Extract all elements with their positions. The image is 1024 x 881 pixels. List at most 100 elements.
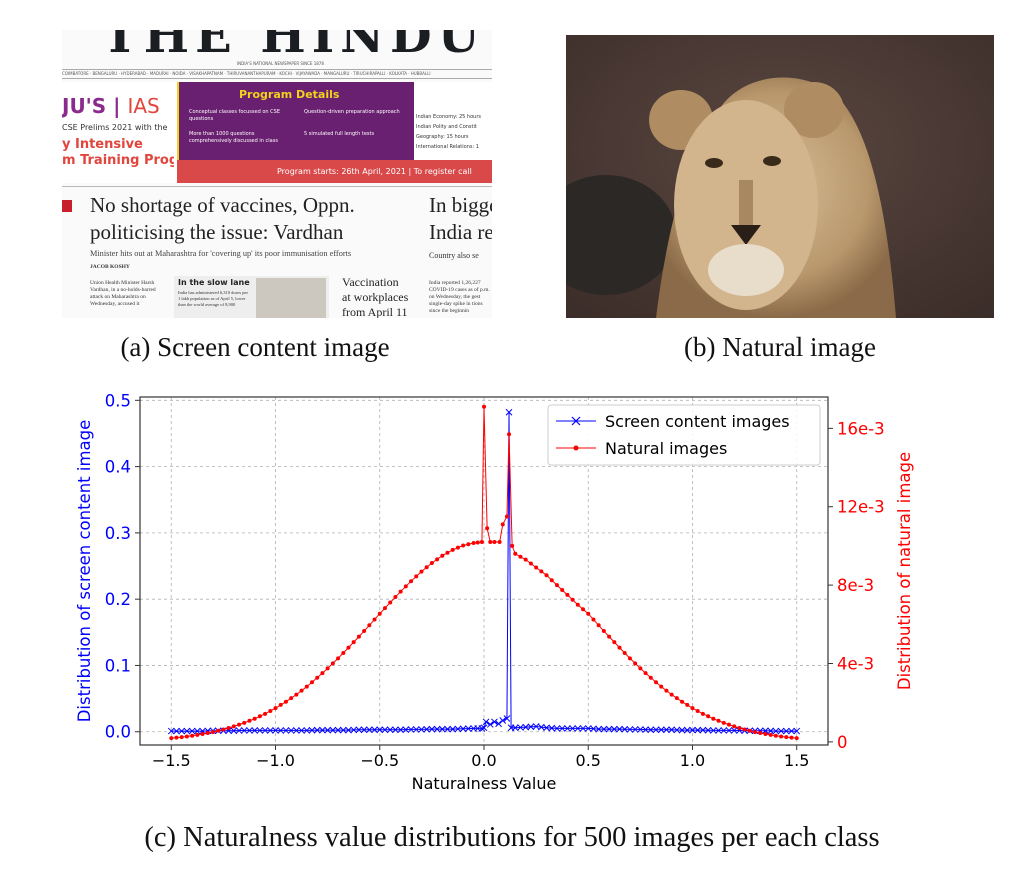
data-point-dot-marker (513, 551, 518, 556)
data-point-dot-marker (184, 734, 189, 739)
data-point-x-marker (663, 726, 670, 734)
data-point-dot-marker (356, 634, 361, 639)
data-point-dot-marker (367, 623, 372, 628)
data-point-dot-marker (591, 617, 596, 622)
data-point-dot-marker (695, 709, 700, 714)
data-point-x-marker (558, 725, 566, 732)
data-point-x-marker (282, 727, 290, 734)
x-tick-label: −1.5 (152, 751, 191, 770)
data-point-dot-marker (565, 592, 570, 597)
data-point-dot-marker (221, 727, 226, 732)
data-point-dot-marker (325, 666, 330, 671)
data-point-dot-marker (336, 656, 341, 661)
data-point-x-marker (673, 726, 681, 734)
data-point-dot-marker (315, 675, 320, 680)
series-line (171, 406, 797, 739)
data-point-dot-marker (534, 565, 539, 570)
ad-title: Program Details (239, 88, 340, 101)
data-point-x-marker (694, 726, 702, 734)
data-point-dot-marker (706, 714, 711, 719)
x-tick-label: −1.0 (256, 751, 295, 770)
data-point-x-marker (709, 727, 717, 734)
data-point-x-marker (564, 725, 571, 732)
data-point-dot-marker (435, 557, 440, 562)
data-point-x-marker (412, 726, 420, 733)
data-point-dot-marker (789, 735, 794, 740)
data-point-x-marker (418, 726, 425, 733)
data-point-x-marker (517, 724, 524, 731)
y-axis-label-left: Distribution of screen content image (75, 420, 94, 723)
caption-a: (a) Screen content image (120, 332, 390, 362)
data-point-dot-marker (747, 728, 752, 733)
legend: Screen content images Natural images (547, 404, 821, 466)
data-point-dot-marker (700, 711, 705, 716)
data-point-x-marker (293, 727, 300, 734)
data-point-dot-marker (257, 714, 262, 719)
data-point-x-marker (188, 727, 196, 735)
data-point-x-marker (772, 727, 780, 735)
data-point-dot-marker (633, 661, 638, 666)
y-axis-label-right: Distribution of natural image (895, 452, 914, 690)
data-point-x-marker (266, 727, 274, 734)
data-point-x-marker (360, 726, 368, 734)
data-point-x-marker (324, 726, 331, 734)
data-point-dot-marker (450, 547, 455, 552)
data-point-dot-marker (523, 557, 528, 562)
data-point-dot-marker (424, 565, 429, 570)
headline-deck: Minister hits out at Maharashtra for 'co… (90, 249, 352, 258)
data-point-dot-marker (638, 666, 643, 671)
data-point-dot-marker (685, 702, 690, 707)
data-point-x-marker (173, 727, 180, 735)
data-point-x-marker (505, 408, 513, 416)
data-point-x-marker (355, 726, 363, 734)
data-point-dot-marker (190, 733, 195, 738)
data-point-x-marker (579, 725, 587, 732)
axis-ticks: −1.5 −1.0 −0.5 0.0 0.5 1.0 1.5 0.0 0.1 0.2 0.3 0.4 0… (105, 391, 885, 770)
data-point-x-marker (499, 717, 507, 724)
data-point-dot-marker (200, 732, 205, 737)
data-point-x-marker (183, 727, 191, 735)
data-point-dot-marker (507, 432, 512, 437)
data-point-x-marker (386, 726, 394, 734)
data-point-dot-marker (377, 611, 382, 616)
data-point-dot-marker (690, 706, 695, 711)
side-body: India reported 1,26,227 COVID-19 cases a… (429, 280, 490, 314)
data-point-x-marker (465, 725, 472, 732)
data-point-dot-marker (174, 735, 179, 740)
data-point-dot-marker (716, 718, 721, 723)
data-point-dot-marker (617, 645, 622, 650)
data-point-x-marker (605, 725, 613, 733)
data-point-x-marker (626, 726, 634, 733)
thumbnail (62, 200, 72, 212)
data-point-dot-marker (601, 628, 606, 633)
data-point-x-marker (511, 724, 519, 732)
data-point-dot-marker (247, 718, 252, 723)
data-point-dot-marker (664, 688, 669, 693)
data-point-dot-marker (362, 628, 367, 633)
data-point-dot-marker (289, 696, 294, 701)
data-point-dot-marker (242, 720, 247, 725)
data-point-dot-marker (195, 732, 200, 737)
data-point-x-marker (319, 726, 326, 734)
data-point-dot-marker (492, 540, 497, 544)
y-right-tick-label: 4e-3 (837, 654, 874, 673)
data-point-dot-marker (461, 543, 466, 548)
data-point-dot-marker (544, 573, 549, 578)
data-point-x-marker (767, 727, 775, 735)
data-point-dot-marker (414, 574, 419, 579)
data-point-x-marker (590, 725, 597, 733)
data-point-dot-marker (283, 699, 288, 704)
data-point-dot-marker (732, 724, 737, 729)
data-point-dot-marker (475, 540, 480, 545)
data-point-x-marker (261, 727, 269, 734)
x-tick-label: 0.0 (471, 751, 496, 770)
data-point-x-marker (371, 726, 378, 734)
data-point-dot-marker (721, 720, 726, 725)
data-point-dot-marker (539, 569, 544, 574)
side-deck: Country also se (429, 251, 479, 260)
ad-topics: Indian Economy: 25 hours Indian Polity an… (416, 114, 481, 150)
data-point-x-marker (762, 727, 769, 735)
data-point-x-marker (277, 727, 285, 734)
